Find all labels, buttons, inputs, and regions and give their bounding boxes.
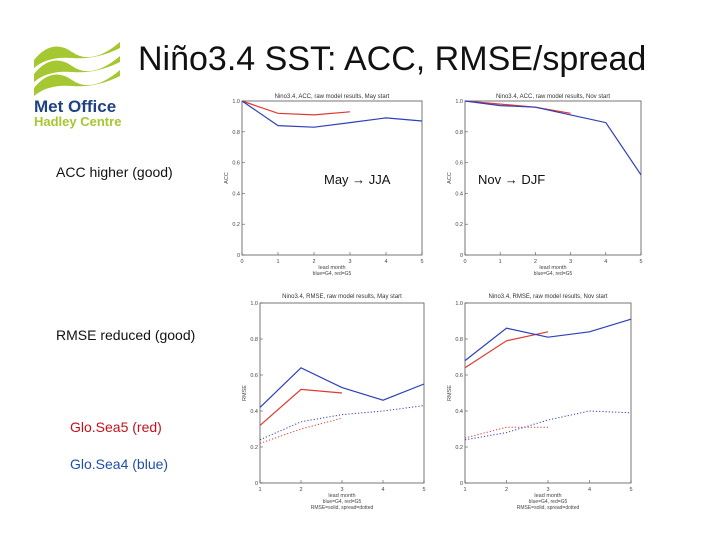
label-may-jja: May → JJA [324, 172, 391, 187]
x-tick-label: 5 [422, 487, 425, 493]
x-axis-label: lead month [539, 265, 566, 271]
y-axis-label: ACC [224, 172, 230, 184]
x-tick-label: 1 [276, 259, 279, 265]
y-tick-label: 1.0 [232, 99, 240, 105]
series-line-blue-solid [259, 367, 425, 408]
x-axis-label: lead month [318, 265, 345, 271]
y-tick-label: 1.0 [455, 301, 463, 307]
y-axis-label: ACC [447, 172, 453, 184]
series-line-red-solid [464, 100, 571, 114]
x-axis-sublabel-2: RMSE=solid, spread=dotted [517, 505, 580, 511]
chart-rmse-nov: Nino3.4, RMSE, raw model results, Nov st… [447, 294, 633, 511]
x-tick-label: 1 [258, 487, 261, 493]
x-tick-label: 4 [384, 259, 387, 265]
series-line-red-solid [259, 388, 343, 426]
x-tick-label: 4 [604, 259, 607, 265]
x-axis-sublabel: blue=G4, red=G5 [323, 499, 362, 505]
x-tick-label: 5 [420, 259, 423, 265]
x-tick-label: 2 [505, 487, 508, 493]
x-tick-label: 4 [381, 487, 384, 493]
y-tick-label: 0.8 [455, 337, 463, 343]
note-glosea5: Glo.Sea5 (red) [70, 419, 162, 435]
x-tick-label: 3 [546, 487, 549, 493]
y-tick-label: 0.2 [250, 445, 258, 451]
plot-frame [464, 302, 632, 484]
y-tick-label: 0.4 [455, 409, 463, 415]
chart-title: Nino3.4, RMSE, raw model results, May st… [282, 294, 402, 300]
y-tick-label: 0.8 [250, 337, 258, 343]
y-tick-label: 0.4 [250, 409, 258, 415]
chart-title: Nino3.4, RMSE, raw model results, Nov st… [488, 294, 607, 300]
note-acc: ACC higher (good) [56, 164, 173, 180]
x-tick-label: 5 [639, 259, 642, 265]
x-axis-sublabel-2: RMSE=solid, spread=dotted [311, 505, 374, 511]
x-tick-label: 1 [463, 487, 466, 493]
chart-acc-nov: Nino3.4, ACC, raw model results, Nov sta… [447, 94, 643, 277]
slide-title: Niño3.4 SST: ACC, RMSE/spread [138, 40, 647, 78]
series-line-red-dotted [259, 417, 343, 444]
y-tick-label: 0.6 [232, 161, 240, 167]
series-line-red-dotted [464, 426, 548, 439]
chart-acc-may: Nino3.4, ACC, raw model results, May sta… [224, 94, 424, 277]
series-line-red-solid [241, 100, 351, 116]
label-nov-djf: Nov → DJF [478, 172, 546, 187]
chart-title: Nino3.4, ACC, raw model results, May sta… [275, 94, 390, 100]
y-tick-label: 0.2 [232, 222, 240, 228]
series-line-blue-dotted [464, 410, 632, 441]
y-tick-label: 0.6 [455, 161, 463, 167]
x-axis-label: lead month [534, 493, 561, 499]
x-tick-label: 4 [588, 487, 591, 493]
y-tick-label: 0.8 [455, 130, 463, 136]
x-tick-label: 1 [499, 259, 502, 265]
logo-subtitle: Hadley Centre [34, 114, 121, 129]
x-tick-label: 2 [534, 259, 537, 265]
y-tick-label: 0.4 [232, 191, 240, 197]
plot-frame [464, 100, 642, 256]
series-line-blue-dotted [259, 405, 425, 441]
y-tick-label: 0 [255, 481, 258, 487]
y-axis-label: RMSE [447, 385, 453, 401]
y-tick-label: 0.2 [455, 222, 463, 228]
note-glosea4: Glo.Sea4 (blue) [70, 456, 169, 472]
y-tick-label: 0.6 [455, 373, 463, 379]
y-tick-label: 0 [460, 253, 463, 259]
series-line-blue-solid [241, 100, 423, 128]
series-line-red-solid [464, 331, 549, 369]
chart-rmse-may: Nino3.4, RMSE, raw model results, May st… [242, 294, 426, 511]
x-tick-label: 5 [629, 487, 632, 493]
x-tick-label: 3 [569, 259, 572, 265]
chart-title: Nino3.4, ACC, raw model results, Nov sta… [496, 94, 610, 100]
x-tick-label: 2 [299, 487, 302, 493]
y-axis-label: RMSE [242, 385, 248, 401]
x-tick-label: 2 [312, 259, 315, 265]
y-tick-label: 1.0 [250, 301, 258, 307]
x-axis-sublabel: blue=G4, red=G5 [529, 499, 568, 505]
y-tick-label: 0.8 [232, 130, 240, 136]
y-tick-label: 0 [460, 481, 463, 487]
x-axis-sublabel: blue=G4, red=G5 [313, 271, 352, 277]
x-tick-label: 3 [340, 487, 343, 493]
x-tick-label: 0 [240, 259, 243, 265]
logo-name: Met Office [34, 97, 116, 116]
note-rmse: RMSE reduced (good) [56, 327, 196, 343]
y-tick-label: 1.0 [455, 99, 463, 105]
plot-frame [241, 100, 423, 256]
y-tick-label: 0 [237, 253, 240, 259]
x-axis-label: lead month [328, 493, 355, 499]
series-line-blue-solid [464, 100, 642, 176]
y-tick-label: 0.6 [250, 373, 258, 379]
logo-wave-icon [34, 42, 120, 96]
x-tick-label: 0 [463, 259, 466, 265]
series-line-blue-solid [464, 318, 632, 362]
y-tick-label: 0.2 [455, 445, 463, 451]
x-tick-label: 3 [348, 259, 351, 265]
met-office-logo: Met Office Hadley Centre [34, 42, 121, 129]
x-axis-sublabel: blue=G4, red=G5 [534, 271, 573, 277]
y-tick-label: 0.4 [455, 191, 463, 197]
